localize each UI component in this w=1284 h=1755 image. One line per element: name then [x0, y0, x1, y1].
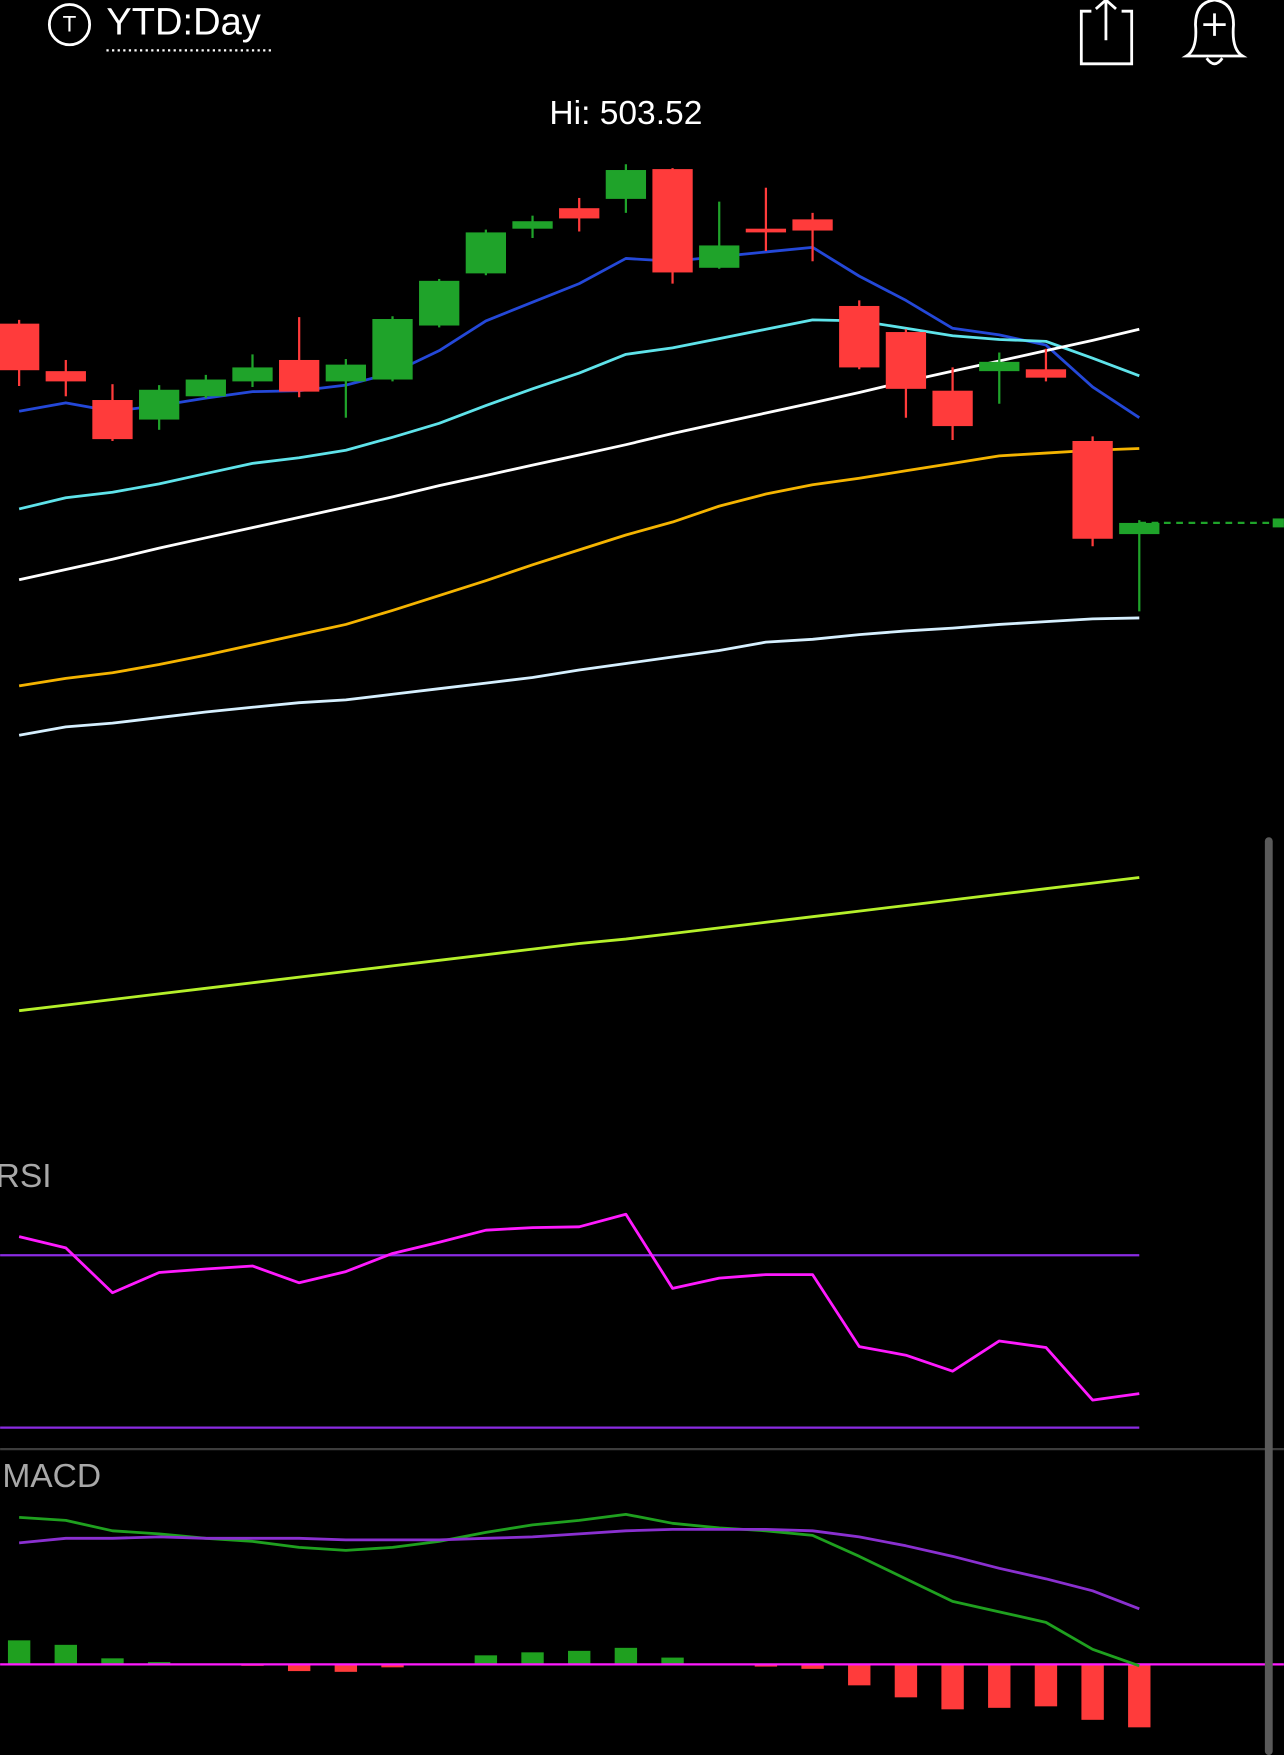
macd-histogram-bar [1128, 1664, 1151, 1728]
bell-plus [1203, 13, 1226, 36]
candle-body [45, 371, 86, 382]
candle-body [979, 361, 1020, 372]
share-icon [1079, 9, 1134, 66]
candle-body [139, 389, 180, 420]
period-selector[interactable]: T YTD:Day [47, 2, 275, 52]
moving-average-line [18, 616, 1140, 737]
scrollbar[interactable] [1264, 837, 1273, 1755]
macd-histogram-bar [381, 1664, 404, 1668]
candle-body [652, 169, 693, 273]
rsi-line [18, 1212, 1140, 1402]
candle-body [185, 379, 226, 397]
macd-histogram-bar [334, 1664, 358, 1672]
candle-body [512, 221, 553, 229]
candle-body [792, 219, 833, 231]
candle-body [1025, 369, 1067, 378]
candle-body [465, 232, 507, 274]
macd-histogram-bar [521, 1652, 544, 1665]
candle-body [279, 359, 320, 392]
ticker-icon-letter: T [63, 12, 77, 37]
text-layer: Hi: 503.52 RSI MACD [0, 95, 702, 1495]
macd-histogram-bar [147, 1662, 171, 1665]
candle-body [885, 332, 927, 389]
macd-histogram-bar [988, 1664, 1011, 1708]
candle-body [699, 245, 740, 268]
macd-histogram-bar [1034, 1664, 1058, 1707]
line-layer [0, 245, 1284, 1668]
candle-body [92, 400, 133, 440]
macd-histogram-bar [848, 1664, 871, 1686]
macd-histogram-bar [101, 1658, 124, 1665]
candle-body [0, 323, 40, 371]
macd-histogram-bar [894, 1664, 918, 1698]
candle-body [745, 228, 787, 233]
macd-histogram-bar [754, 1664, 778, 1667]
moving-average-line [18, 447, 1140, 688]
share-button[interactable] [1079, 0, 1134, 66]
candle-body [559, 208, 600, 219]
macd-histogram-bar [1081, 1664, 1104, 1720]
candle-body [605, 170, 647, 199]
bell-clapper [1205, 57, 1224, 66]
candle-body [419, 280, 460, 326]
high-annotation: Hi: 503.52 [549, 95, 702, 132]
candle-body [1119, 522, 1160, 535]
alert-button[interactable] [1181, 0, 1248, 66]
candle-body [839, 305, 880, 368]
macd-histogram-bar [474, 1655, 498, 1665]
candle-body [232, 367, 273, 382]
macd-histogram-bar [941, 1664, 964, 1710]
macd-histogram-bar [801, 1664, 824, 1669]
candle-body [932, 390, 973, 427]
mark-layer [0, 164, 1284, 612]
bell-icon [1181, 0, 1248, 58]
panel-title: MACD [2, 1458, 101, 1495]
macd-histogram-bar [7, 1640, 31, 1665]
candle-body [372, 319, 413, 380]
share-arrow [1094, 0, 1117, 41]
macd-histogram-bar [568, 1650, 591, 1665]
panel-title: RSI [0, 1158, 52, 1195]
macd-histogram-bar [661, 1657, 684, 1665]
macd-line [18, 1527, 1140, 1611]
last-price-marker [1272, 518, 1284, 528]
macd-histogram-bar [287, 1664, 311, 1672]
macd-histogram-bar [614, 1647, 638, 1665]
volume-average-line [18, 876, 1140, 1013]
ticker-icon [47, 3, 92, 47]
period-label: YTD:Day [106, 2, 260, 44]
moving-average-line [18, 318, 1140, 511]
candle-body [1072, 440, 1113, 539]
candle-body [325, 364, 366, 382]
macd-histogram-bar [54, 1644, 77, 1665]
